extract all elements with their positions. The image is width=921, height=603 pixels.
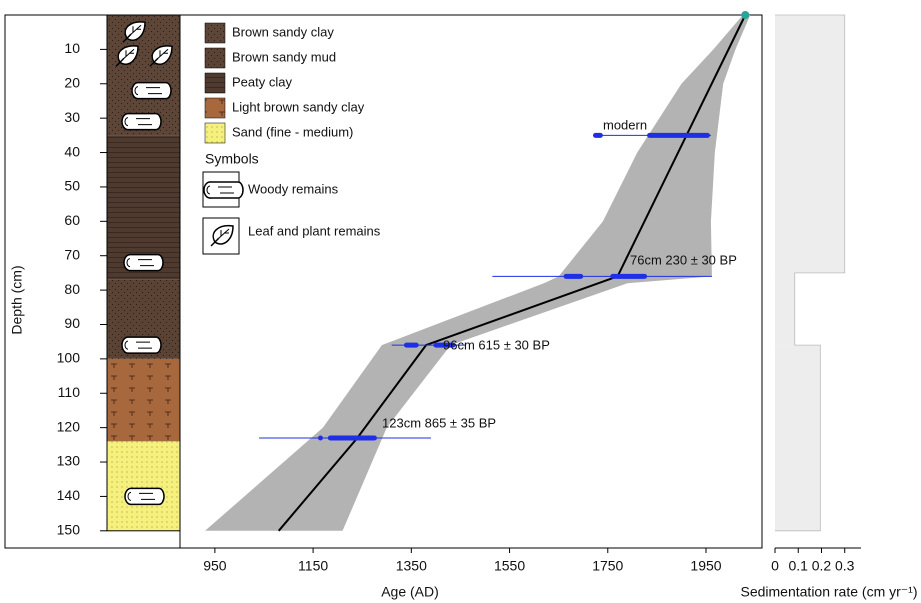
- x-tick-label: 1950: [690, 558, 721, 574]
- log-icon: [122, 114, 161, 130]
- stratum-texture: [107, 359, 180, 442]
- y-tick-label: 60: [64, 212, 80, 228]
- y-tick-label: 20: [64, 74, 80, 90]
- date-peak: [318, 435, 323, 440]
- date-label: modern: [603, 117, 647, 132]
- rate-step: [775, 15, 845, 273]
- x-tick-label: 0.2: [812, 558, 832, 574]
- legend-label: Brown sandy mud: [232, 49, 336, 64]
- x-tick-label: 1750: [592, 558, 623, 574]
- log-icon: [122, 337, 161, 353]
- date-label: 123cm 865 ± 35 BP: [382, 415, 496, 430]
- rate-step: [775, 345, 820, 531]
- y-tick-label: 130: [57, 453, 81, 469]
- surface-point: [741, 11, 749, 19]
- symbol-label: Leaf and plant remains: [248, 223, 381, 238]
- confidence-band: [205, 15, 750, 531]
- x-tick-label: 0.1: [789, 558, 809, 574]
- x-tick-label: 1350: [396, 558, 427, 574]
- date-peak: [593, 133, 603, 138]
- log-icon: [125, 488, 164, 504]
- date-peak: [564, 274, 584, 279]
- symbol-label: Woody remains: [248, 181, 339, 196]
- legend-label: Light brown sandy clay: [232, 99, 365, 114]
- y-tick-label: 110: [58, 384, 81, 400]
- stratum-texture: [107, 441, 180, 530]
- y-tick-label: 70: [64, 246, 80, 262]
- y-tick-label: 100: [57, 350, 81, 366]
- date-label: 96cm 615 ± 30 BP: [443, 337, 550, 352]
- y-tick-label: 140: [57, 487, 81, 503]
- log-icon: [124, 255, 163, 271]
- y-axis-label: Depth (cm): [9, 265, 25, 334]
- y-tick-label: 30: [64, 109, 80, 125]
- legend-texture: [205, 23, 225, 43]
- legend-texture: [205, 123, 225, 143]
- date-peak: [328, 435, 377, 440]
- legend-texture: [205, 73, 225, 93]
- x-tick-label: 0.3: [835, 558, 855, 574]
- y-tick-label: 10: [64, 40, 80, 56]
- log-icon: [132, 83, 171, 99]
- x-tick-label: 1550: [494, 558, 525, 574]
- x-tick-label: 0: [771, 558, 779, 574]
- legend-texture: [205, 48, 225, 68]
- y-tick-label: 150: [57, 522, 81, 538]
- legend-label: Brown sandy clay: [232, 24, 334, 39]
- y-tick-label: 40: [64, 143, 80, 159]
- y-tick-label: 80: [64, 281, 80, 297]
- y-tick-label: 50: [64, 178, 80, 194]
- date-peak: [404, 343, 419, 348]
- x-tick-label: 1150: [298, 558, 328, 574]
- date-peak: [647, 133, 710, 138]
- x-tick-label: 950: [203, 558, 227, 574]
- x-axis-label: Sedimentation rate (cm yr⁻¹): [741, 584, 918, 600]
- symbols-title: Symbols: [205, 151, 259, 167]
- legend-label: Peaty clay: [232, 74, 292, 89]
- y-tick-label: 90: [64, 315, 80, 331]
- legend-texture: [205, 98, 225, 118]
- rate-step: [775, 273, 795, 345]
- y-tick-label: 120: [57, 418, 81, 434]
- date-label: 76cm 230 ± 30 BP: [630, 252, 737, 267]
- figure: Age (AD) Depth (cm) Sedimentation rate (…: [0, 0, 921, 603]
- x-axis-label: Age (AD): [381, 584, 439, 600]
- legend-label: Sand (fine - medium): [232, 124, 353, 139]
- date-peak: [610, 274, 647, 279]
- log-icon: [204, 182, 243, 198]
